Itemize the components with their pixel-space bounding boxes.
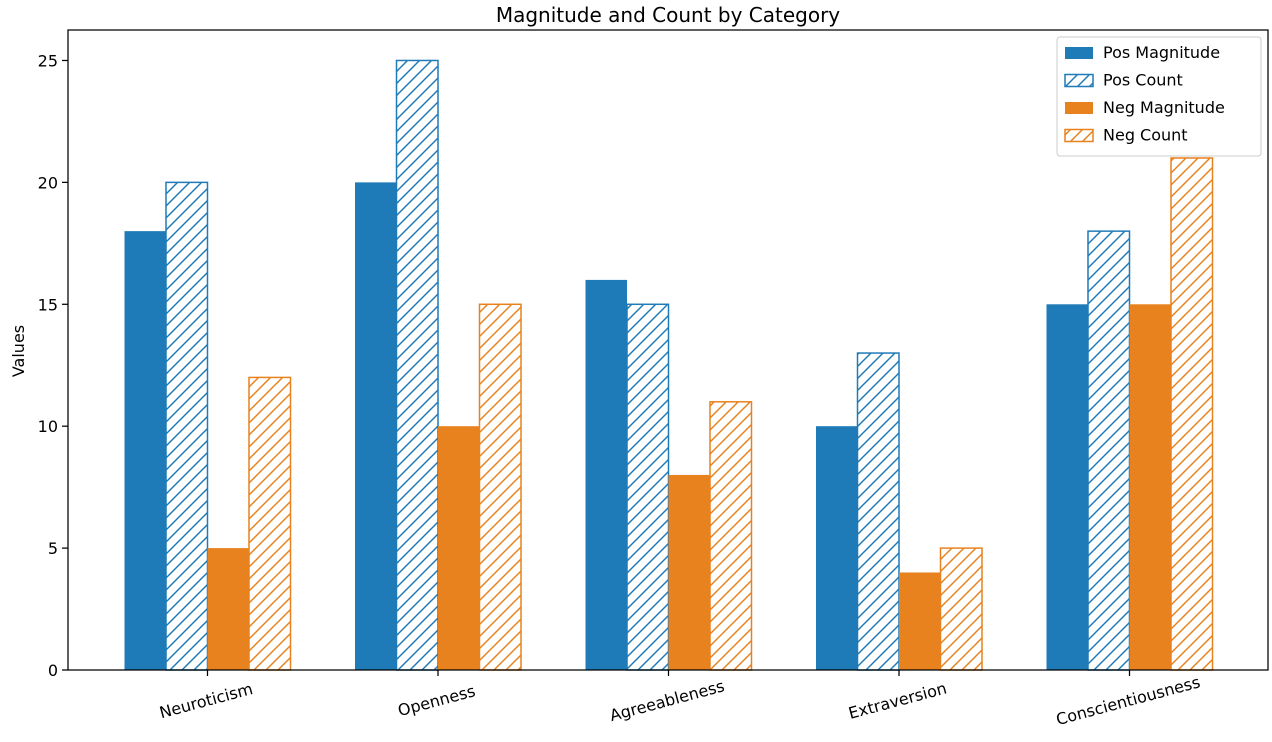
bar bbox=[355, 182, 397, 670]
legend-label: Neg Count bbox=[1103, 126, 1188, 145]
chart-title: Magnitude and Count by Category bbox=[496, 3, 840, 27]
bar bbox=[1087, 230, 1131, 671]
legend-frame bbox=[1056, 36, 1262, 157]
bar bbox=[478, 303, 522, 671]
bar bbox=[668, 474, 710, 670]
x-tick-label: Conscientiousness bbox=[1054, 672, 1202, 729]
x-tick-label: Openness bbox=[396, 681, 478, 720]
y-tick-label: 0 bbox=[48, 661, 58, 680]
x-tick-label: Neuroticism bbox=[157, 679, 255, 722]
y-tick-label: 20 bbox=[38, 173, 58, 192]
bar bbox=[1129, 304, 1171, 670]
bar bbox=[899, 572, 941, 670]
bar bbox=[1170, 157, 1214, 671]
legend-label: Pos Count bbox=[1103, 71, 1183, 90]
bar bbox=[709, 401, 753, 671]
y-tick-label: 25 bbox=[38, 51, 58, 70]
legend-label: Pos Magnitude bbox=[1103, 43, 1220, 62]
legend-label: Neg Magnitude bbox=[1103, 98, 1225, 117]
legend-swatch bbox=[1065, 47, 1093, 59]
bar bbox=[124, 231, 166, 670]
y-tick-label: 5 bbox=[48, 539, 58, 558]
bar bbox=[856, 352, 900, 671]
bar bbox=[438, 426, 480, 670]
x-axis: Neuroticism Openness Agreeableness Extraver… bbox=[157, 670, 1202, 729]
bar bbox=[395, 59, 439, 671]
y-tick-label: 15 bbox=[38, 295, 58, 314]
legend: Pos Magnitude Pos Count Neg Magnitude Neg C… bbox=[1056, 36, 1262, 157]
y-axis: 0 5 10 15 20 25 bbox=[38, 51, 68, 680]
legend-swatch bbox=[1064, 73, 1094, 88]
legend-swatch bbox=[1065, 102, 1093, 114]
plot-area-frame bbox=[67, 29, 1269, 671]
bar bbox=[248, 376, 292, 671]
x-tick-label: Extraversion bbox=[846, 678, 948, 722]
y-axis-label: Values bbox=[9, 325, 28, 377]
bars-layer bbox=[124, 59, 1214, 671]
bar bbox=[207, 548, 249, 670]
bar bbox=[939, 547, 983, 671]
x-tick-label: Agreeableness bbox=[608, 676, 727, 725]
bar bbox=[585, 279, 627, 670]
bar bbox=[626, 303, 670, 671]
bar bbox=[165, 181, 209, 671]
y-tick-label: 10 bbox=[38, 417, 58, 436]
legend-swatch bbox=[1064, 128, 1094, 143]
bar bbox=[816, 426, 858, 670]
bar bbox=[1046, 304, 1088, 670]
